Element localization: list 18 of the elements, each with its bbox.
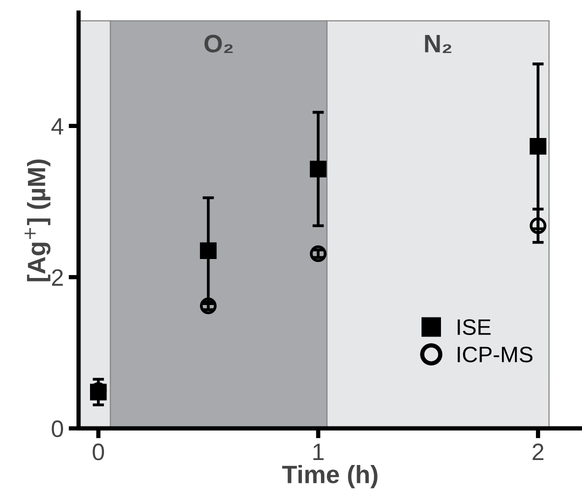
- point: [200, 242, 217, 260]
- point: [200, 298, 217, 314]
- legend-label: ISE: [458, 319, 491, 335]
- x-tick-label: 1: [313, 444, 324, 460]
- point: [310, 160, 327, 178]
- point: [530, 138, 546, 155]
- x-axis-title: Time (h): [282, 464, 378, 488]
- point: [530, 217, 546, 234]
- point: [310, 245, 327, 262]
- y-tick-label: 4: [51, 118, 64, 134]
- band-label: N₂: [425, 35, 452, 54]
- y-tick-label: 2: [52, 269, 63, 286]
- band-label: O₂: [204, 34, 233, 54]
- x-tick-label: 0: [92, 444, 104, 460]
- y-tick-label: 0: [52, 420, 64, 438]
- x-tick-label: 2: [532, 444, 544, 460]
- legend-label: ICP-MS: [458, 346, 532, 362]
- y-axis-title: [Ag$^{+}$] (µM): [24, 160, 50, 282]
